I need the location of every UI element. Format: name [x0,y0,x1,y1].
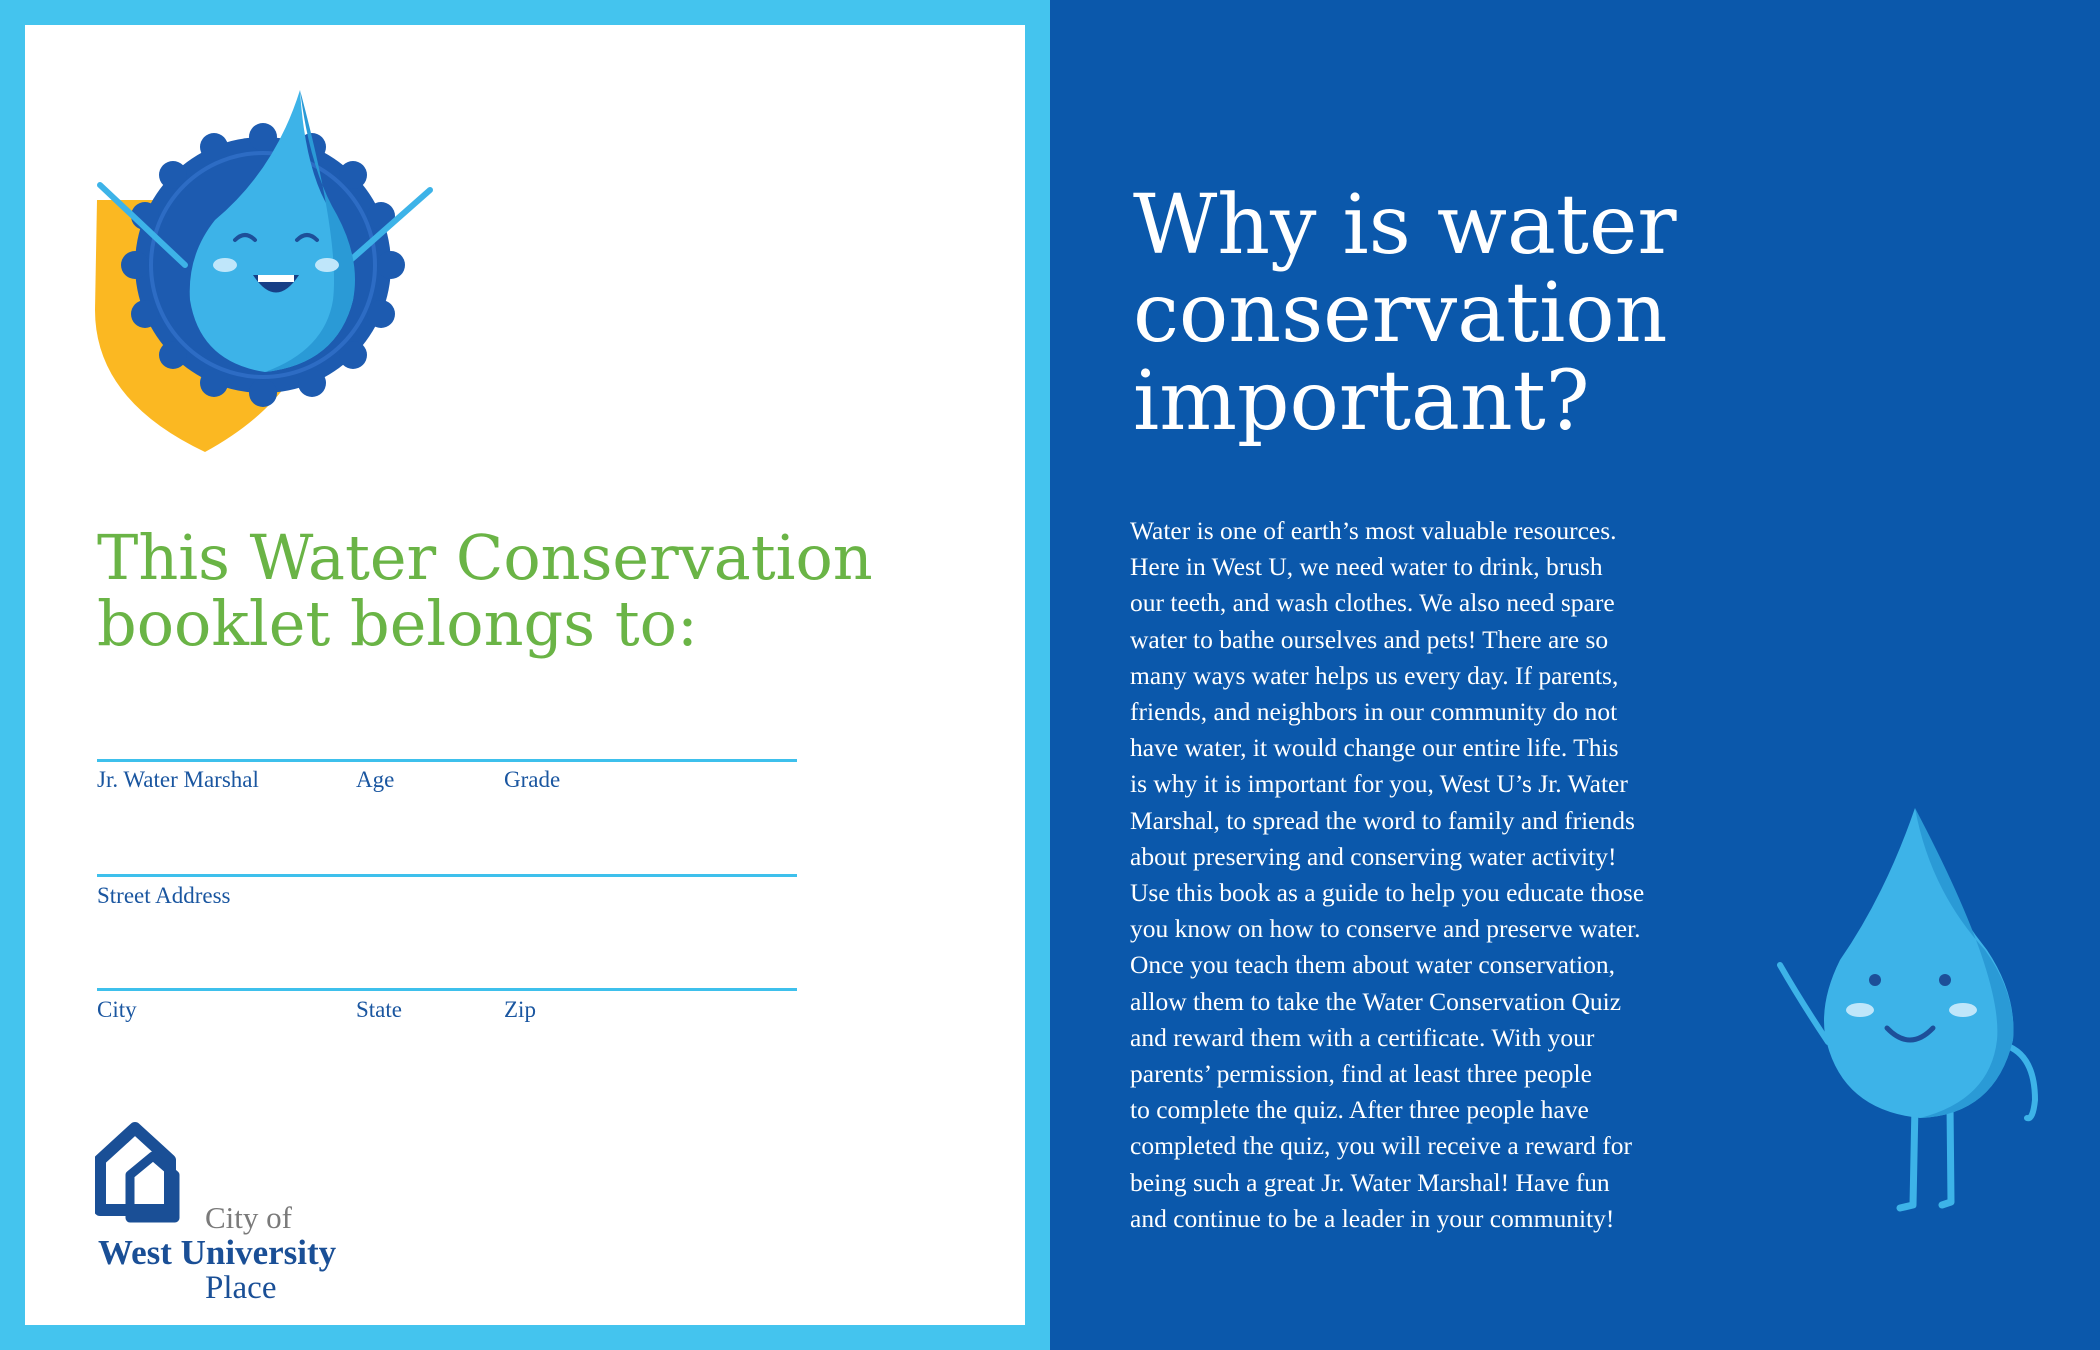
why-heading-line: Why is water [1133,178,1677,273]
why-heading: Why is water conservation important? [1133,182,1733,446]
right-page [1050,0,2100,1350]
body-line: about preserving and conserving water ac… [1130,841,1617,871]
body-line: parents’ permission, find at least three… [1130,1059,1592,1089]
logo-city-of: City of [205,1200,292,1235]
body-line: our teeth, and wash clothes. We also nee… [1130,588,1615,618]
body-line: is why it is important for you, West U’s… [1130,769,1628,799]
body-line: and reward them with a certificate. With… [1130,1022,1595,1052]
city-state-zip-line[interactable] [97,988,797,991]
waving-droplet-mascot-icon [1777,808,2039,1212]
city-house-logo-icon [95,1122,180,1223]
grade-label: Grade [504,767,561,792]
body-line: to complete the quiz. After three people… [1130,1095,1589,1125]
badge-droplet-mascot-icon [95,90,433,452]
owner-heading: This Water Conservation booklet belongs … [97,525,873,657]
body-line: friends, and neighbors in our community … [1130,697,1618,727]
body-line: Water is one of earth’s most valuable re… [1130,516,1617,545]
body-line: Marshal, to spread the word to family an… [1130,805,1635,835]
age-label: Age [356,767,395,792]
state-label: State [356,997,402,1022]
why-heading-line: conservation [1133,266,1668,361]
logo-west-university: West University [98,1233,337,1272]
owner-heading-line: This Water Conservation [97,521,873,594]
body-line: many ways water helps us every day. If p… [1130,660,1619,690]
body-line: being such a great Jr. Water Marshal! Ha… [1130,1167,1610,1197]
body-line: completed the quiz, you will receive a r… [1130,1131,1632,1161]
body-line: Use this book as a guide to help you edu… [1130,878,1645,908]
body-line: Here in West U, we need water to drink, … [1130,552,1603,582]
body-line: and continue to be a leader in your comm… [1130,1203,1615,1233]
city-logo: City of West University Place [95,1120,375,1310]
body-line: water to bathe ourselves and pets! There… [1130,624,1609,654]
zip-label: Zip [504,997,536,1022]
left-page: This Water Conservation booklet belongs … [25,25,1025,1325]
body-paragraph: Water is one of earth’s most valuable re… [1130,513,1730,1237]
body-line: have water, it would change our entire l… [1130,733,1619,763]
body-line: you know on how to conserve and preserve… [1130,914,1641,944]
city-label: City [97,997,137,1022]
body-line: Once you teach them about water conserva… [1130,950,1616,980]
owner-heading-line: booklet belongs to: [97,587,698,660]
logo-place: Place [205,1270,277,1306]
why-heading-line: important? [1133,354,1590,449]
body-line: allow them to take the Water Conservatio… [1130,986,1622,1016]
street-address-line[interactable] [97,874,797,877]
jr-water-marshal-label: Jr. Water Marshal [97,767,259,792]
street-address-label: Street Address [97,883,231,908]
name-age-grade-line[interactable] [97,759,797,762]
